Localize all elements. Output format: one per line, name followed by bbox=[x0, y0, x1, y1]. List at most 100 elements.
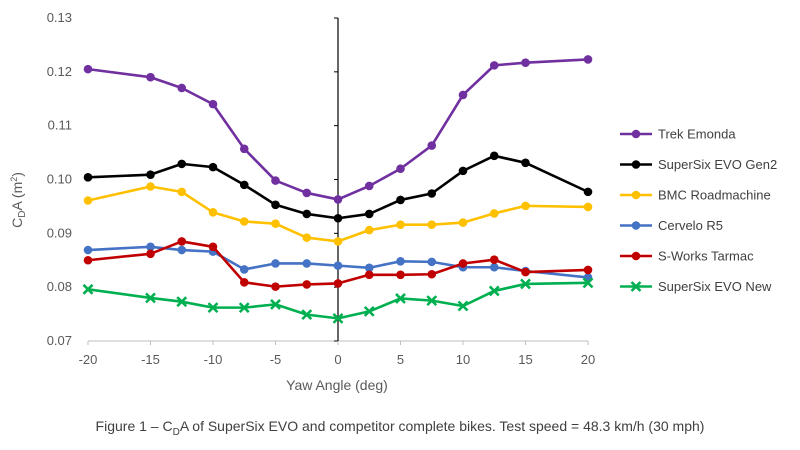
data-point bbox=[427, 189, 437, 198]
y-axis-title-sub: D bbox=[17, 211, 28, 218]
data-point bbox=[489, 61, 499, 70]
y-axis-title-main: C bbox=[9, 218, 25, 228]
data-point bbox=[395, 293, 406, 304]
data-point bbox=[427, 141, 437, 150]
legend-label: Cervelo R5 bbox=[658, 218, 723, 233]
data-point bbox=[521, 58, 530, 67]
data-point bbox=[270, 298, 281, 310]
data-point bbox=[364, 209, 374, 219]
data-point bbox=[458, 218, 468, 227]
data-point bbox=[83, 196, 93, 205]
data-point bbox=[208, 162, 218, 172]
y-axis-title: CDA (m2) bbox=[9, 172, 28, 228]
data-point bbox=[208, 208, 218, 217]
x-tick-label: -5 bbox=[270, 352, 282, 367]
data-point bbox=[333, 195, 343, 204]
y-tick-label: 0.11 bbox=[48, 118, 72, 133]
data-point bbox=[489, 151, 499, 161]
legend-entry: SuperSix EVO New bbox=[620, 279, 772, 294]
x-tick-label: -10 bbox=[204, 352, 223, 367]
data-point bbox=[333, 279, 343, 288]
legend-entry: SuperSix EVO Gen2 bbox=[620, 157, 777, 172]
data-point bbox=[520, 278, 531, 290]
data-point bbox=[302, 280, 312, 289]
x-tick-label: -20 bbox=[79, 352, 98, 367]
caption-prefix: Figure 1 – C bbox=[95, 418, 173, 434]
data-point bbox=[239, 180, 249, 190]
data-point bbox=[426, 295, 438, 307]
data-point bbox=[301, 309, 313, 321]
data-point bbox=[583, 187, 593, 197]
y-axis-title-rest: A (m bbox=[9, 182, 25, 211]
legend-label: S-Works Tarmac bbox=[658, 249, 754, 264]
y-tick-label: 0.10 bbox=[47, 172, 72, 187]
data-point bbox=[177, 245, 187, 255]
x-tick-label: 0 bbox=[334, 352, 341, 367]
data-point bbox=[396, 220, 405, 230]
data-point bbox=[631, 251, 641, 261]
data-point bbox=[271, 176, 280, 185]
data-point bbox=[208, 99, 218, 109]
legend-label: BMC Roadmachine bbox=[658, 188, 771, 203]
series-layer bbox=[82, 55, 594, 324]
data-point bbox=[458, 259, 468, 268]
data-point bbox=[427, 269, 437, 279]
data-point bbox=[427, 257, 437, 267]
x-tick-label: 10 bbox=[456, 352, 470, 367]
data-point bbox=[146, 249, 155, 259]
series-5 bbox=[82, 277, 594, 324]
data-point bbox=[631, 160, 641, 169]
data-point bbox=[363, 305, 375, 317]
axes: 0.07 0.08 0.09 0.10 0.11 0.12 0.13 -20 -15 -10 -5 0… bbox=[47, 10, 596, 367]
data-point bbox=[271, 282, 280, 291]
data-point bbox=[82, 283, 94, 295]
data-point bbox=[427, 220, 437, 230]
data-point bbox=[521, 201, 530, 211]
series-1 bbox=[83, 151, 593, 223]
data-point bbox=[457, 300, 469, 312]
data-point bbox=[271, 200, 280, 210]
legend-entry: S-Works Tarmac bbox=[620, 249, 754, 264]
data-point bbox=[583, 202, 593, 212]
data-point bbox=[146, 242, 155, 252]
data-point bbox=[458, 166, 468, 176]
series-0 bbox=[83, 55, 593, 204]
x-tick-label: 5 bbox=[397, 352, 404, 367]
data-point bbox=[364, 270, 374, 280]
data-point bbox=[489, 209, 499, 218]
data-point bbox=[458, 90, 468, 100]
legend-label: Trek Emonda bbox=[658, 127, 736, 142]
x-axis-title: Yaw Angle (deg) bbox=[286, 377, 388, 393]
data-point bbox=[146, 72, 155, 82]
data-point bbox=[488, 285, 500, 297]
y-tick-label: 0.09 bbox=[47, 225, 72, 240]
x-tick-label: -15 bbox=[141, 352, 160, 367]
y-tick-label: 0.08 bbox=[47, 279, 72, 294]
data-point bbox=[333, 213, 343, 223]
data-point bbox=[271, 259, 280, 268]
y-tick-label: 0.12 bbox=[47, 64, 72, 79]
data-point bbox=[631, 190, 641, 200]
data-point bbox=[302, 209, 312, 219]
data-point bbox=[146, 182, 155, 191]
data-point bbox=[631, 129, 641, 139]
data-point bbox=[239, 217, 249, 226]
figure-caption: Figure 1 – CDA of SuperSix EVO and compe… bbox=[0, 418, 800, 438]
series-4 bbox=[83, 237, 593, 291]
legend-entry: Trek Emonda bbox=[620, 127, 736, 142]
legend: Trek Emonda SuperSix EVO Gen2 BMC Roadmach… bbox=[620, 127, 777, 294]
data-point bbox=[271, 219, 280, 228]
data-point bbox=[333, 261, 343, 270]
data-point bbox=[177, 237, 187, 246]
data-point bbox=[177, 159, 187, 169]
data-point bbox=[302, 259, 312, 268]
legend-label: SuperSix EVO Gen2 bbox=[658, 157, 777, 172]
data-point bbox=[364, 225, 374, 235]
data-point bbox=[489, 262, 499, 272]
data-point bbox=[396, 257, 405, 266]
caption-sub: D bbox=[172, 426, 180, 438]
data-point bbox=[176, 296, 188, 308]
data-point bbox=[145, 292, 156, 304]
data-point bbox=[396, 270, 405, 280]
